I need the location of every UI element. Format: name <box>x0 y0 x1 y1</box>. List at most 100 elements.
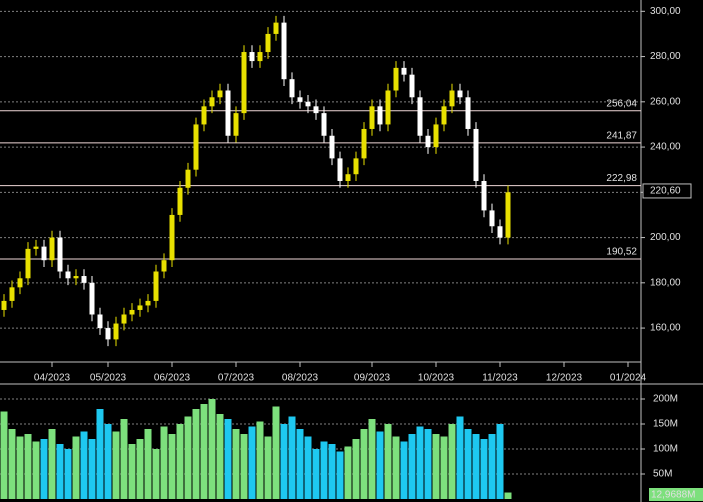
candle-body <box>193 124 199 170</box>
volume-bar <box>128 444 136 499</box>
candle-body <box>81 276 87 283</box>
candle-body <box>321 113 327 136</box>
volume-bar <box>400 441 408 499</box>
volume-bar <box>448 424 456 499</box>
candle-body <box>441 106 447 125</box>
x-tick-label: 07/2023 <box>218 373 255 384</box>
last-volume-label: 12,9688M <box>651 490 695 501</box>
candle-body <box>225 90 231 136</box>
level-label: 222,98 <box>606 173 637 184</box>
x-tick-label: 04/2023 <box>34 373 71 384</box>
candle-body <box>257 52 263 62</box>
volume-bar <box>224 419 232 499</box>
volume-bar <box>32 441 40 499</box>
volume-bar <box>336 451 344 499</box>
candle-body <box>153 271 159 301</box>
candle-body <box>241 52 247 114</box>
volume-bar <box>152 449 160 499</box>
candle-body <box>449 90 455 107</box>
candle-body <box>281 22 287 80</box>
candle-body <box>297 97 303 102</box>
volume-bar <box>56 444 64 499</box>
volume-bar <box>176 424 184 499</box>
volume-bar <box>48 429 56 499</box>
candle-body <box>33 246 39 249</box>
volume-bar <box>184 416 192 499</box>
candle-body <box>161 260 167 272</box>
y-tick-label: 150M <box>653 419 678 430</box>
volume-bar <box>312 449 320 499</box>
x-tick-label: 09/2023 <box>354 373 391 384</box>
candle-body <box>41 246 47 261</box>
y-tick-label: 200M <box>653 394 678 405</box>
volume-bar <box>328 444 336 499</box>
volume-bar <box>264 436 272 499</box>
candle-body <box>209 97 215 107</box>
volume-bar <box>432 434 440 499</box>
volume-bar <box>480 439 488 499</box>
candle-body <box>137 305 143 310</box>
candle-body <box>25 248 31 279</box>
last-price-label: 220,60 <box>650 186 681 197</box>
candle-body <box>433 124 439 148</box>
candle-body <box>305 101 311 107</box>
candle-body <box>89 282 95 315</box>
volume-bar <box>104 424 112 499</box>
y-tick-label: 300,00 <box>650 6 681 17</box>
volume-bar <box>304 436 312 499</box>
candle-body <box>169 214 175 261</box>
candle-body <box>97 314 103 329</box>
candle-body <box>313 106 319 114</box>
candle-body <box>465 97 471 129</box>
volume-bar <box>24 434 32 499</box>
candle-body <box>65 271 71 279</box>
candle-body <box>57 237 63 272</box>
candle-body <box>457 90 463 98</box>
volume-bar <box>296 429 304 499</box>
y-tick-label: 260,00 <box>650 96 681 107</box>
candle-body <box>345 174 351 181</box>
volume-bar <box>376 431 384 499</box>
volume-bar <box>496 424 504 499</box>
volume-bar <box>272 406 280 499</box>
volume-bar <box>168 434 176 499</box>
volume-bar <box>240 434 248 499</box>
volume-bar <box>248 426 256 499</box>
level-label: 241,87 <box>606 130 637 141</box>
volume-bar <box>64 449 72 499</box>
volume-bar <box>88 439 96 499</box>
candle-body <box>401 67 407 75</box>
y-tick-label: 240,00 <box>650 142 681 153</box>
volume-bar <box>288 416 296 499</box>
volume-bar <box>360 429 368 499</box>
candle-body <box>201 106 207 125</box>
candle-body <box>177 187 183 215</box>
volume-bar <box>208 399 216 499</box>
candle-body <box>185 169 191 188</box>
volume-bar <box>416 426 424 499</box>
candle-body <box>17 278 23 288</box>
candle-body <box>337 158 343 181</box>
x-tick-label: 08/2023 <box>282 373 319 384</box>
y-tick-label: 100M <box>653 444 678 455</box>
volume-bar <box>96 409 104 499</box>
volume-bar <box>80 431 88 499</box>
candle-body <box>273 22 279 34</box>
x-tick-label: 01/2024 <box>610 373 647 384</box>
volume-bar <box>320 441 328 499</box>
y-tick-label: 280,00 <box>650 51 681 62</box>
candle-body <box>105 328 111 340</box>
y-tick-label: 200,00 <box>650 232 681 243</box>
volume-bar <box>120 419 128 499</box>
volume-bar <box>456 416 464 499</box>
volume-bar <box>232 429 240 499</box>
volume-bar <box>216 414 224 499</box>
last-price-box <box>642 183 692 199</box>
x-tick-label: 12/2023 <box>546 373 583 384</box>
volume-bar <box>424 429 432 499</box>
volume-bar <box>72 436 80 499</box>
candle-body <box>129 309 135 315</box>
volume-bar <box>440 436 448 499</box>
volume-bar <box>504 492 512 499</box>
